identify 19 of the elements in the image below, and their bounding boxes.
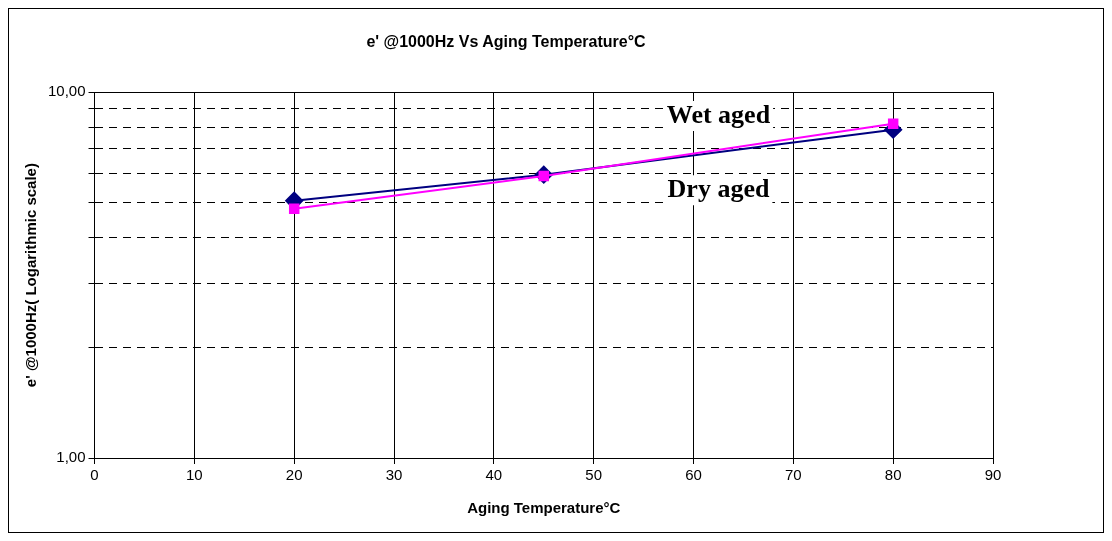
- x-tick-label: 90: [984, 466, 1002, 484]
- x-tick-label: 10: [186, 466, 203, 484]
- point: [288, 203, 300, 215]
- y-tick-label: 10,00: [47, 82, 86, 100]
- y-axis-title: e' @1000Hz( Logarithmic scale): [22, 163, 40, 388]
- x-tick-label: 40: [485, 466, 503, 484]
- x-tick-label: 20: [285, 466, 303, 484]
- x-axis-title: Aging Temperature°C: [467, 499, 621, 517]
- series-label: Dry aged: [667, 173, 770, 203]
- x-tick-label: 80: [884, 466, 902, 484]
- x-tick-label: 50: [585, 466, 603, 484]
- chart-title: e' @1000Hz Vs Aging Temperature°C: [366, 33, 647, 51]
- x-tick-label: 70: [785, 466, 802, 484]
- y-tick-label: 1,00: [56, 448, 86, 466]
- x-tick-label: 30: [385, 466, 403, 484]
- point: [887, 118, 899, 129]
- x-tick-label: 60: [685, 466, 702, 484]
- x-tick-label: 0: [90, 466, 99, 484]
- series-label: Wet aged: [666, 99, 771, 129]
